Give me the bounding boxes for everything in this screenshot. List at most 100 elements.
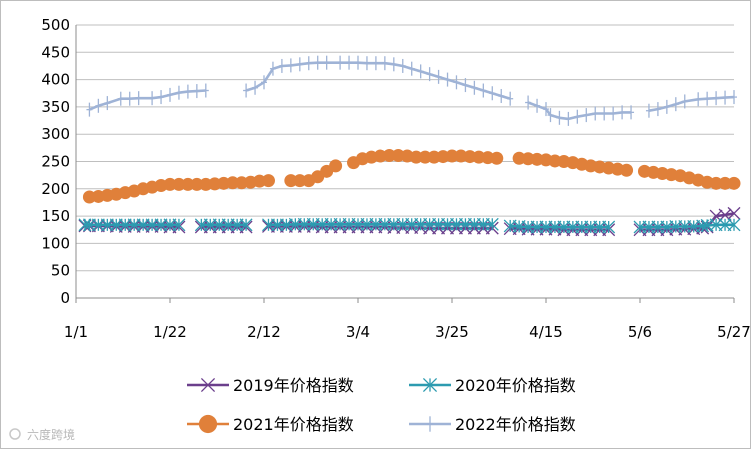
y-tick-label: 350	[41, 98, 70, 116]
data-point	[118, 218, 132, 232]
data-point	[663, 99, 670, 114]
series-3	[82, 148, 741, 204]
data-point	[351, 217, 365, 231]
data-point	[575, 220, 589, 234]
x-tick-labels: 1/1 1/22 2/12 3/4 3/25 4/15 5/6 5/27	[64, 323, 751, 341]
data-point	[718, 218, 732, 232]
data-point	[489, 86, 496, 101]
series-line	[510, 224, 609, 229]
y-tick-label: 300	[41, 125, 70, 143]
axes	[75, 25, 735, 303]
x-tick-label: 4/15	[529, 323, 563, 341]
legend-label: 2021年价格指数	[233, 415, 354, 434]
data-point	[441, 217, 454, 231]
data-point	[669, 220, 683, 233]
data-point	[619, 105, 626, 120]
data-point	[584, 220, 598, 234]
data-point	[718, 176, 732, 190]
data-point	[284, 174, 298, 188]
series-4	[86, 55, 737, 126]
data-point	[297, 217, 311, 231]
data-point	[547, 108, 554, 123]
y-tick-label: 0	[60, 289, 70, 307]
data-point	[126, 91, 133, 106]
data-point	[601, 106, 608, 121]
data-point	[194, 218, 208, 232]
data-point	[435, 69, 442, 84]
y-tick-label: 100	[41, 234, 70, 252]
data-point	[445, 149, 459, 163]
data-point	[278, 58, 285, 73]
data-point	[167, 87, 173, 102]
watermark-text: 六度跨境	[27, 427, 75, 442]
data-point	[378, 217, 392, 231]
data-point	[261, 75, 267, 90]
data-point	[342, 217, 356, 231]
data-point	[610, 106, 617, 121]
data-point	[525, 95, 532, 110]
data-point	[212, 218, 226, 232]
y-tick-label: 250	[41, 153, 70, 171]
legend-label: 2020年价格指数	[455, 376, 576, 395]
series-group	[78, 55, 741, 237]
data-point	[672, 97, 679, 112]
data-point	[548, 220, 562, 234]
data-point	[293, 174, 307, 188]
data-point	[405, 217, 419, 231]
data-point	[539, 220, 553, 234]
x-tick-label: 1/22	[153, 323, 187, 341]
data-point	[498, 88, 505, 103]
data-point	[507, 91, 514, 106]
data-point	[261, 174, 275, 188]
data-point	[709, 176, 723, 190]
data-point	[450, 217, 463, 231]
data-point	[390, 57, 397, 72]
data-point	[722, 90, 729, 105]
data-point	[360, 217, 374, 231]
watermark: 六度跨境	[9, 427, 75, 442]
series-line	[640, 223, 734, 229]
data-point	[230, 218, 244, 232]
data-point	[163, 218, 177, 232]
data-point	[678, 220, 692, 233]
y-tick-label: 200	[41, 180, 70, 198]
data-point	[382, 148, 396, 162]
data-point	[104, 96, 111, 111]
data-point	[100, 218, 114, 232]
data-point	[82, 218, 96, 232]
legend: 2019年价格指数 2020年价格指数 2021年价格指数 2022年价格指数	[187, 376, 576, 434]
data-point	[149, 91, 156, 106]
data-point	[163, 177, 177, 191]
data-point	[355, 55, 361, 70]
y-tick-label: 150	[41, 207, 70, 225]
data-point	[193, 84, 200, 99]
data-point	[593, 220, 607, 234]
data-point	[476, 217, 490, 231]
data-point	[172, 177, 186, 191]
series-line	[245, 61, 511, 100]
watermark-logo-icon	[9, 428, 21, 440]
data-point	[172, 218, 186, 232]
data-point	[396, 217, 410, 231]
data-point	[329, 159, 343, 173]
data-point	[287, 58, 294, 73]
data-point	[534, 98, 541, 113]
x-tick-label: 3/25	[435, 323, 469, 341]
data-point	[645, 103, 652, 118]
legend-swatch-marker	[422, 377, 438, 393]
data-point	[556, 110, 563, 125]
y-tick-labels: 0 50 100 150 200 250 300 350 400 450 500	[41, 16, 70, 307]
y-tick-label: 50	[51, 262, 70, 280]
data-point	[117, 91, 124, 106]
data-point	[226, 176, 240, 190]
data-point	[181, 177, 195, 191]
data-point	[158, 90, 165, 105]
data-point	[444, 72, 451, 87]
data-point	[592, 106, 599, 121]
data-point	[145, 218, 159, 232]
data-point	[288, 217, 302, 231]
data-point	[262, 218, 275, 232]
data-point	[574, 109, 581, 124]
data-point	[583, 108, 590, 123]
data-point	[543, 102, 549, 117]
